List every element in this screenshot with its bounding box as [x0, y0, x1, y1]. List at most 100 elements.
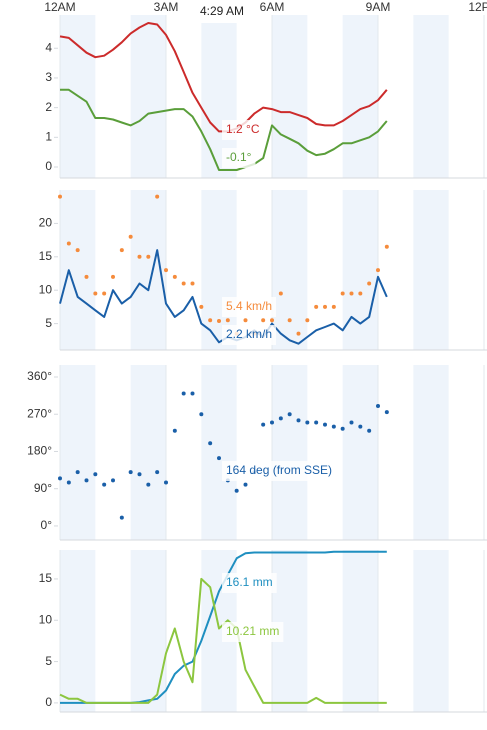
series-dot: [384, 410, 389, 415]
hour-band: [272, 190, 308, 350]
hover-label: 10.21 mm: [226, 624, 279, 638]
hour-band: [130, 550, 166, 712]
series-dot: [217, 318, 221, 323]
series-dot: [349, 291, 354, 296]
series-dot: [164, 268, 168, 273]
series-dot: [323, 422, 327, 427]
hover-label: 2.2 km/h: [226, 327, 272, 341]
series-dot: [199, 304, 204, 309]
hour-band: [342, 365, 378, 540]
y-tick-label: 0: [45, 695, 52, 709]
series-dot: [243, 318, 248, 323]
series-dot: [296, 418, 301, 423]
series-dot: [102, 291, 107, 296]
x-tick-label: 9AM: [366, 0, 391, 14]
hover-time: 4:29 AM: [200, 4, 244, 18]
hover-label-bg: [222, 297, 277, 317]
panel: 5 10 15 20: [39, 190, 487, 351]
series-dot: [376, 403, 380, 408]
panel: 0 1 2 3 4: [45, 15, 487, 179]
series-dot: [270, 420, 274, 425]
series-dot: [305, 420, 310, 425]
series-dot: [93, 291, 98, 296]
series-dot: [270, 318, 274, 323]
series-dot: [340, 426, 345, 431]
series-dot: [349, 420, 354, 425]
series-dot: [331, 304, 336, 309]
y-tick-label: 10: [39, 612, 53, 626]
hover-label-bg: [222, 148, 256, 168]
series-dot: [146, 254, 151, 259]
series-dot: [278, 416, 283, 421]
hour-band: [130, 15, 166, 178]
series-dot: [58, 476, 62, 481]
series-dot: [66, 241, 71, 246]
series-dot: [376, 268, 380, 273]
series-dot: [190, 391, 195, 396]
series-dot: [367, 428, 372, 433]
series-dot: [314, 304, 319, 309]
y-tick-label: 2: [45, 100, 52, 114]
hour-band: [201, 365, 237, 540]
series-dot: [137, 472, 142, 477]
y-tick-label: 1: [45, 129, 52, 143]
series-dot: [208, 318, 213, 323]
series-dot: [261, 318, 266, 323]
y-tick-label: 180°: [27, 444, 52, 458]
x-tick-label: 6AM: [260, 0, 285, 14]
panel: 0° 90° 180° 270° 360°: [27, 365, 487, 541]
x-tick-label: 3AM: [154, 0, 179, 14]
y-tick-label: 3: [45, 70, 52, 84]
series-dot: [66, 480, 71, 485]
hover-label: 1.2 °C: [226, 122, 260, 136]
series-dot: [243, 482, 248, 487]
hover-label-bg: [222, 622, 284, 642]
x-tick-label: 12PM: [468, 0, 487, 14]
series-dot: [93, 472, 98, 477]
series-dot: [119, 515, 124, 520]
series-dot: [75, 248, 80, 253]
series-dot: [128, 470, 133, 475]
y-tick-label: 10: [39, 282, 53, 296]
y-tick-label: 4: [45, 40, 52, 54]
series-dot: [287, 318, 292, 323]
hover-label-bg: [222, 120, 264, 140]
y-tick-label: 0°: [41, 518, 53, 532]
series-dot: [172, 428, 177, 433]
series-dot: [128, 234, 133, 239]
y-tick-label: 20: [39, 216, 53, 230]
series-dot: [84, 478, 89, 483]
series-dot: [234, 488, 239, 493]
y-tick-label: 270°: [27, 406, 52, 420]
series-dot: [225, 318, 230, 323]
series-dot: [181, 391, 186, 396]
series-dot: [58, 194, 62, 199]
hover-label-bg: [222, 325, 277, 345]
series-dot: [84, 274, 89, 279]
panel: 0 5 10 15: [39, 550, 487, 713]
series-line: [60, 88, 388, 171]
y-tick-label: 5: [45, 316, 52, 330]
hover-label: 16.1 mm: [226, 575, 273, 589]
hover-label: -0.1°: [226, 150, 252, 164]
series-dot: [155, 194, 160, 199]
series-dot: [155, 470, 160, 475]
x-tick-label: 12AM: [44, 0, 75, 14]
series-dot: [314, 420, 319, 425]
y-tick-label: 15: [39, 571, 53, 585]
hour-band: [413, 550, 449, 712]
series-dot: [323, 304, 327, 309]
series-dot: [111, 478, 115, 483]
series-dot: [261, 422, 266, 427]
series-dot: [146, 482, 151, 487]
y-tick-label: 0: [45, 159, 52, 173]
series-dot: [190, 281, 195, 286]
hour-band: [130, 365, 166, 540]
y-tick-label: 360°: [27, 369, 52, 383]
hover-time-bg: [194, 1, 250, 23]
series-dot: [102, 482, 107, 487]
series-dot: [217, 456, 221, 461]
y-tick-label: 5: [45, 654, 52, 668]
series-dot: [331, 424, 336, 429]
